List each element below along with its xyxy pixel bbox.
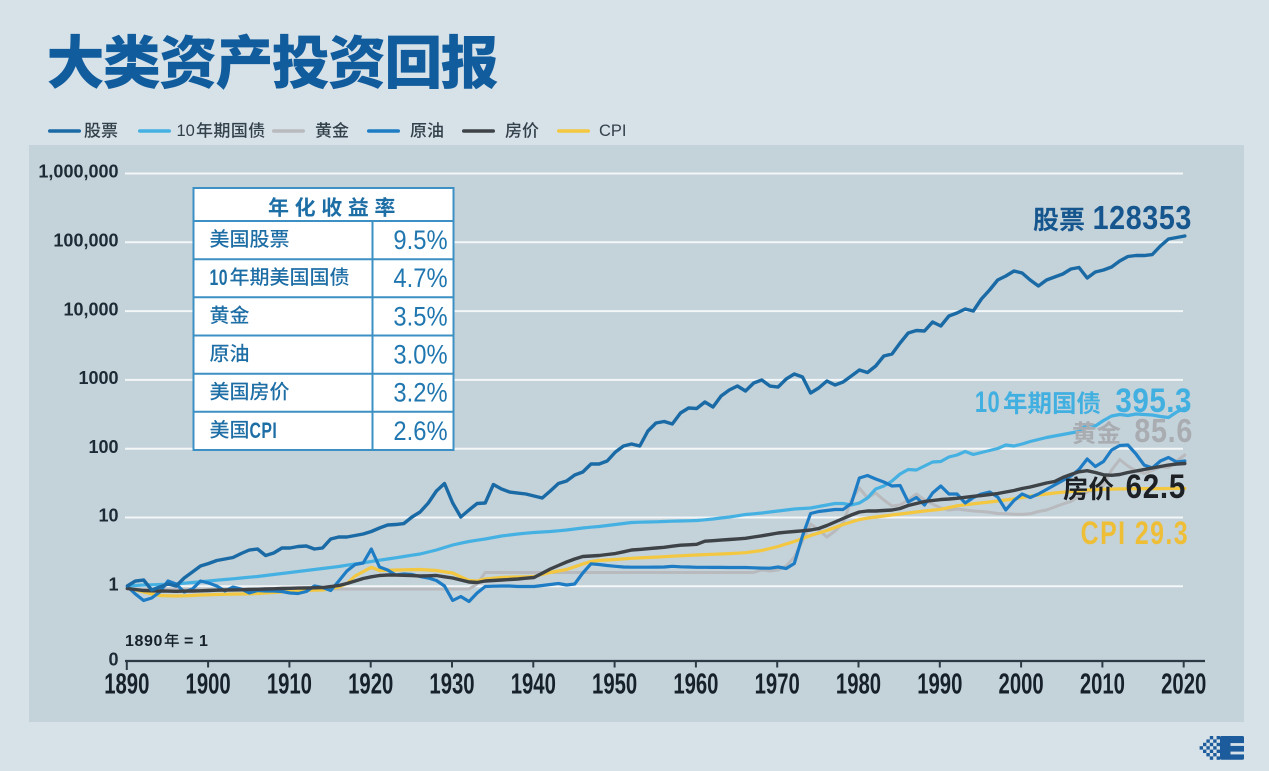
svg-text:1960: 1960	[673, 668, 718, 700]
svg-text:4.7%: 4.7%	[393, 264, 447, 294]
svg-text:62.5: 62.5	[1126, 467, 1186, 505]
svg-text:= 1: = 1	[184, 633, 209, 650]
svg-text:1990: 1990	[917, 668, 962, 700]
svg-text:395.3: 395.3	[1115, 381, 1192, 419]
svg-text:9.5%: 9.5%	[393, 226, 447, 256]
svg-text:2.6%: 2.6%	[393, 417, 447, 447]
svg-text:10: 10	[210, 267, 228, 291]
svg-text:85.6: 85.6	[1134, 412, 1193, 449]
svg-text:2020: 2020	[1161, 668, 1206, 700]
svg-text:1930: 1930	[429, 668, 474, 700]
svg-text:CPI: CPI	[599, 122, 627, 140]
svg-text:CPI 29.3: CPI 29.3	[1081, 516, 1189, 552]
svg-text:100,000: 100,000	[53, 231, 118, 251]
svg-text:10,000: 10,000	[63, 299, 118, 319]
svg-text:3.0%: 3.0%	[393, 340, 447, 370]
svg-text:1: 1	[108, 575, 118, 595]
svg-text:3.2%: 3.2%	[393, 378, 447, 408]
svg-text:1940: 1940	[511, 668, 556, 700]
svg-text:3.5%: 3.5%	[393, 302, 447, 332]
svg-text:1910: 1910	[267, 668, 312, 700]
svg-text:100: 100	[88, 437, 118, 457]
svg-text:10: 10	[98, 506, 118, 526]
svg-text:1950: 1950	[592, 668, 637, 700]
svg-text:128353: 128353	[1093, 199, 1192, 236]
svg-text:CPI: CPI	[250, 420, 278, 444]
svg-text:1970: 1970	[755, 668, 800, 700]
svg-text:10: 10	[975, 385, 1000, 419]
svg-text:0: 0	[108, 650, 118, 670]
svg-text:1980: 1980	[836, 668, 881, 700]
svg-text:1000: 1000	[78, 368, 118, 388]
svg-text:1920: 1920	[348, 668, 393, 700]
svg-text:1,000,000: 1,000,000	[38, 162, 118, 182]
svg-text:2010: 2010	[1080, 668, 1125, 700]
svg-text:2000: 2000	[999, 668, 1044, 700]
svg-text:1900: 1900	[186, 668, 231, 700]
svg-text:10: 10	[177, 122, 195, 140]
svg-text:1890: 1890	[104, 668, 149, 700]
svg-text:1890: 1890	[125, 633, 163, 650]
